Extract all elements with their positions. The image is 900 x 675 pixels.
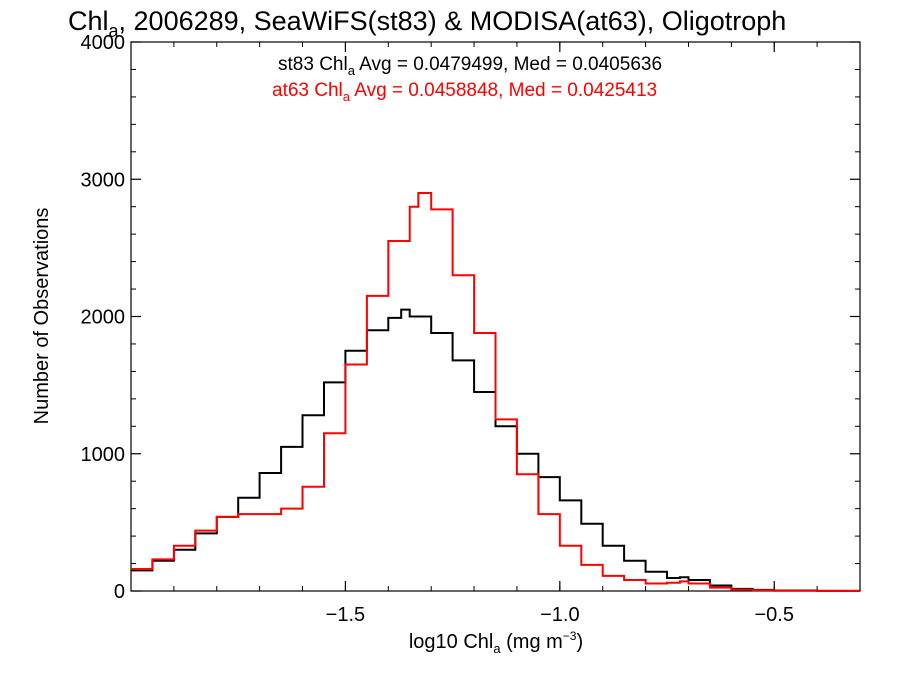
series-line-st83 [131,308,861,592]
chart-title-pre: Chl [68,6,109,36]
x-tick-label: −1.5 [326,604,365,626]
x-axis-label: log10 Chla (mg m−3) [409,629,583,656]
y-tick-label: 0 [114,581,125,603]
xlabel-sup: −3 [563,629,577,643]
series-lines [131,192,861,592]
stat-st83-post: Avg = 0.0479499, Med = 0.0405636 [355,54,662,75]
chart-title-sub: a [109,21,120,41]
y-tick-label: 2000 [81,307,126,329]
chart-title: Chla, 2006289, SeaWiFS(st83) & MODISA(at… [68,6,786,41]
series-line-at63 [131,192,861,592]
y-tick-label: 1000 [81,444,126,466]
stat-at63-post: Avg = 0.0458848, Med = 0.0425413 [350,80,657,101]
xlabel-post: ) [576,631,583,653]
stat-at63-sub: a [343,89,351,104]
xlabel-sub: a [493,641,501,656]
x-tick-label: −1.0 [540,604,579,626]
y-axis-ticks: 0 1000 2000 3000 4000 [81,32,860,603]
y-axis-label: Number of Observations [31,208,53,425]
stat-at63-pre: at63 Chl [272,80,343,101]
x-tick-label: −0.5 [754,604,793,626]
series-stat-at63: at63 Chla Avg = 0.0458848, Med = 0.04254… [272,80,657,104]
y-tick-label: 3000 [81,169,126,191]
x-axis-ticks: −1.5 −1.0 −0.5 [173,42,818,626]
series-stat-st83: st83 Chla Avg = 0.0479499, Med = 0.04056… [278,54,662,78]
xlabel-pre: log10 Chl [409,631,494,653]
stat-st83-pre: st83 Chl [278,54,348,75]
xlabel-mid: (mg m [501,631,563,653]
plot-frame [130,41,861,592]
chart-title-post: , 2006289, SeaWiFS(st83) & MODISA(at63),… [119,6,787,36]
y-tick-label: 4000 [81,32,126,54]
stat-st83-sub: a [348,63,356,78]
